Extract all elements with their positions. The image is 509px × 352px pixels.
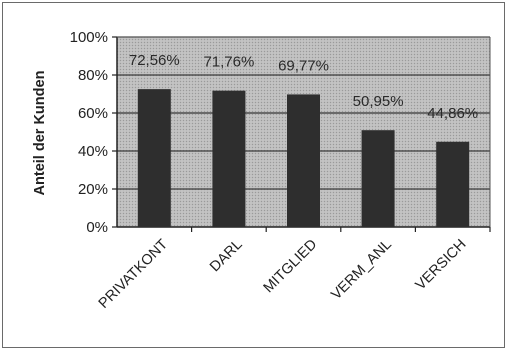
- bar: [212, 90, 246, 227]
- y-tick-label: 100%: [70, 29, 108, 46]
- x-tick-label: MITGLIED: [261, 237, 321, 297]
- y-axis-label: Anteil der Kunden: [32, 71, 48, 196]
- data-label: 71,76%: [203, 54, 254, 71]
- y-tick-label: 0%: [86, 219, 108, 236]
- x-tick-label: DARL: [207, 237, 246, 276]
- y-tick-label: 20%: [78, 181, 108, 198]
- data-label: 50,95%: [353, 93, 404, 110]
- y-tick-label: 60%: [78, 105, 108, 122]
- bar: [137, 89, 171, 227]
- data-label: 72,56%: [129, 52, 180, 69]
- y-tick-label: 80%: [78, 67, 108, 84]
- y-tick-label: 40%: [78, 143, 108, 160]
- bar: [287, 94, 320, 227]
- x-tick-label: VERM_ANL: [328, 237, 395, 304]
- data-label: 69,77%: [278, 57, 329, 74]
- bar: [361, 130, 395, 227]
- data-label: 44,86%: [427, 105, 478, 122]
- bar: [436, 141, 470, 227]
- x-tick-label: PRIVATKONT: [96, 236, 171, 311]
- x-tick-label: VERSICH: [413, 237, 470, 294]
